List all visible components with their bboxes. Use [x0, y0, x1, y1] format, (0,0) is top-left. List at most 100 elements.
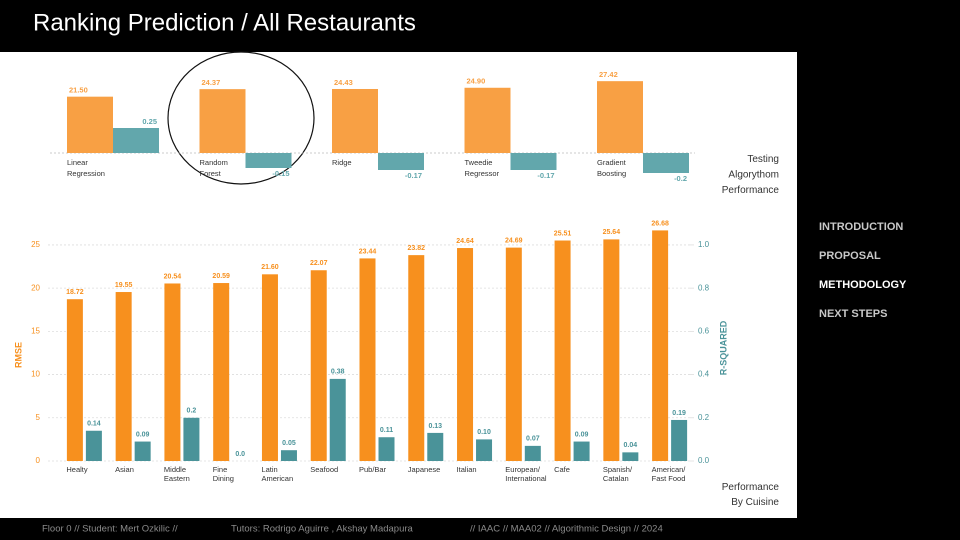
value-label: -0.17 [405, 171, 422, 180]
value-label: 26.68 [651, 220, 669, 227]
bar [183, 417, 200, 461]
value-label: -0.17 [537, 171, 554, 180]
y2-tick-label: 0.0 [698, 456, 710, 465]
x-tick-label: Tweedie Regressor [465, 158, 500, 178]
bar [510, 153, 557, 170]
value-label: 22.07 [310, 260, 328, 267]
bar [67, 96, 113, 153]
x-tick-label: Gradient Boosting [597, 158, 627, 178]
bar [603, 239, 620, 461]
nav-item[interactable]: INTRODUCTION [819, 221, 903, 233]
value-label: -0.15 [272, 169, 289, 178]
x-tick-label: Random Forest [200, 158, 228, 178]
value-label: 25.64 [603, 229, 621, 236]
value-label: 27.42 [599, 70, 618, 79]
value-label: 0.38 [331, 369, 345, 376]
bar [652, 230, 669, 461]
bar [573, 441, 590, 461]
value-label: 20.54 [164, 273, 182, 280]
bar [85, 430, 102, 461]
bar [280, 450, 297, 461]
value-label: 24.69 [505, 237, 523, 244]
bar [408, 255, 425, 461]
y2-axis-label: R-SQUARED [718, 320, 728, 375]
bar [476, 439, 493, 461]
y-axis-label: RMSE [13, 342, 23, 368]
value-label: 21.50 [69, 86, 88, 95]
value-label: 0.25 [142, 117, 157, 126]
y2-tick-label: 0.2 [698, 413, 710, 422]
x-tick-label: Linear Regression [67, 158, 105, 178]
value-label: 24.90 [467, 77, 486, 86]
highlight-circle [167, 51, 315, 185]
x-tick-label: Latin American [261, 465, 293, 483]
x-tick-label: Asian [115, 465, 134, 474]
value-label: 20.59 [212, 273, 230, 280]
x-tick-label: Japanese [408, 465, 441, 474]
y2-tick-label: 0.8 [698, 283, 710, 292]
y2-tick-label: 0.4 [698, 370, 710, 379]
value-label: 23.44 [359, 248, 377, 255]
value-label: 0.09 [575, 431, 589, 438]
nav-item[interactable]: NEXT STEPS [819, 308, 887, 320]
x-tick-label: Spanish/Catalan [603, 465, 633, 483]
bar [134, 441, 151, 461]
value-label: 24.37 [202, 78, 221, 87]
bar [622, 452, 639, 461]
bar [164, 283, 181, 461]
y-tick-label: 20 [31, 283, 40, 292]
value-label: 0.11 [380, 427, 393, 434]
y-tick-label: 10 [31, 370, 40, 379]
bar [671, 419, 688, 461]
value-label: 0.0 [235, 451, 245, 458]
x-tick-label: Fine Dining [213, 465, 234, 483]
bar [464, 87, 511, 153]
bar [113, 128, 159, 153]
bar [310, 270, 327, 461]
value-label: 0.05 [282, 440, 296, 447]
footer-text: // IAAC // MAA02 // Algorithmic Design /… [470, 524, 663, 535]
x-tick-label: Cafe [554, 465, 570, 474]
bar [427, 432, 444, 461]
x-tick-label: American/Fast Food [652, 465, 687, 483]
bar [378, 153, 424, 170]
y-tick-label: 5 [36, 413, 41, 422]
bar [261, 274, 278, 461]
bar [643, 153, 689, 173]
x-tick-label: European/International [505, 465, 547, 483]
slide-title: Ranking Prediction / All Restaurants [33, 9, 416, 36]
bar [245, 153, 292, 168]
value-label: 0.2 [187, 408, 197, 415]
x-tick-label: Ridge [332, 158, 352, 167]
value-label: 24.43 [334, 78, 353, 87]
value-label: 0.04 [624, 442, 638, 449]
value-label: 0.09 [136, 431, 150, 438]
value-label: 21.60 [261, 264, 279, 271]
bar [213, 283, 230, 461]
value-label: 18.72 [66, 289, 84, 296]
footer-tutors: Tutors: Rodrigo Aguirre , Akshay Madapur… [231, 524, 414, 535]
value-label: 25.51 [554, 230, 572, 237]
bar [359, 258, 376, 461]
value-label: 23.82 [408, 245, 426, 252]
value-label: 19.55 [115, 282, 133, 289]
chart-caption: Performance By Cuisine [722, 482, 780, 508]
y2-tick-label: 1.0 [698, 240, 710, 249]
x-tick-label: Seafood [310, 465, 338, 474]
bar [115, 292, 132, 461]
value-label: 0.14 [87, 421, 101, 428]
nav-item[interactable]: PROPOSAL [819, 250, 881, 262]
x-tick-label: Pub/Bar [359, 465, 387, 474]
bar [505, 247, 522, 461]
value-label: -0.2 [674, 174, 687, 183]
bar [457, 248, 474, 461]
bar [597, 81, 643, 153]
y2-tick-label: 0.6 [698, 326, 710, 335]
bar [332, 88, 378, 153]
y-tick-label: 15 [31, 326, 40, 335]
value-label: 24.64 [456, 238, 474, 245]
nav-item[interactable]: METHODOLOGY [819, 279, 907, 291]
value-label: 0.13 [428, 423, 442, 430]
x-tick-label: Italian [457, 465, 477, 474]
